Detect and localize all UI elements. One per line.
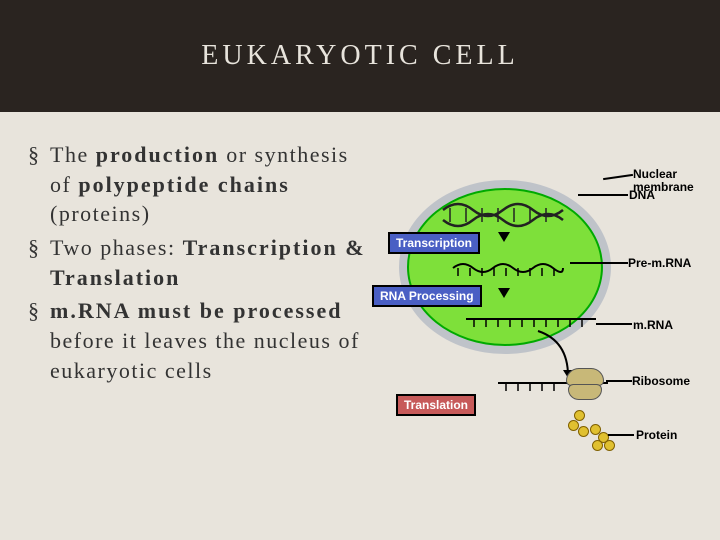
ribosome-icon	[566, 368, 604, 400]
bullet-bold: production	[96, 142, 220, 167]
bullet-item: m.RNA must be processed before it leaves…	[28, 296, 368, 385]
amino-acid-icon	[592, 440, 603, 451]
translation-box: Translation	[396, 394, 476, 416]
pre-mrna-icon	[448, 258, 568, 278]
bullet-text: before it leaves the nucleus of eukaryot…	[50, 328, 360, 383]
cell-diagram: Transcription RNA Processing Translation…	[378, 170, 698, 470]
amino-acid-icon	[578, 426, 589, 437]
arrow-down-icon	[498, 232, 510, 242]
bullet-text: The	[50, 142, 96, 167]
protein-label: Protein	[636, 428, 677, 442]
leader-line	[603, 174, 633, 180]
membrane-label: Nuclear membrane	[633, 168, 701, 194]
bullet-text: (proteins)	[50, 201, 151, 226]
leader-line	[596, 323, 632, 325]
premrna-label: Pre-m.RNA	[628, 256, 691, 270]
arrow-down-icon	[498, 288, 510, 298]
bullet-bold: m.RNA must be processed	[50, 298, 342, 323]
leader-line	[606, 380, 632, 382]
slide-title: EUKARYOTIC CELL	[201, 40, 518, 72]
protein-chain-icon	[568, 410, 628, 450]
amino-acid-icon	[604, 440, 615, 451]
bullet-item: Two phases: Transcription & Translation	[28, 233, 368, 292]
mrna-label: m.RNA	[633, 318, 673, 332]
ribosome-small-subunit	[568, 384, 602, 400]
bullet-list: The production or synthesis of polypepti…	[28, 140, 378, 470]
dna-icon	[438, 200, 578, 230]
leader-line	[570, 262, 628, 264]
bullet-item: The production or synthesis of polypepti…	[28, 140, 368, 229]
leader-line	[608, 434, 634, 436]
ribosome-label: Ribosome	[632, 374, 690, 388]
transcription-box: Transcription	[388, 232, 480, 254]
leader-line	[578, 194, 628, 196]
bullet-bold: polypeptide chains	[78, 172, 289, 197]
bullet-text: Two phases:	[50, 235, 183, 260]
diagram-column: Transcription RNA Processing Translation…	[378, 140, 698, 470]
slide-body: The production or synthesis of polypepti…	[0, 112, 720, 490]
rna-processing-box: RNA Processing	[372, 285, 482, 307]
slide-header: EUKARYOTIC CELL	[0, 0, 720, 112]
amino-acid-icon	[574, 410, 585, 421]
